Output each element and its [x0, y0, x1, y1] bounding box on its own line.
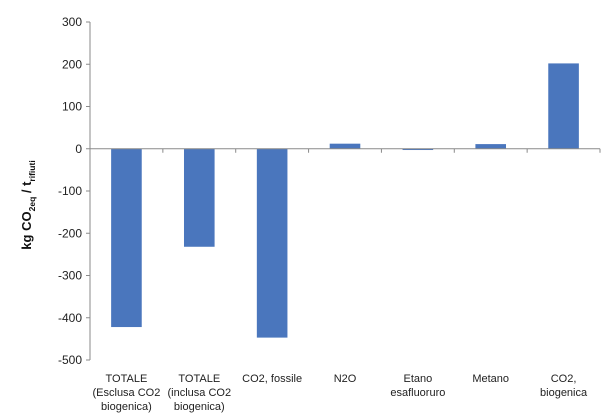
x-category-label-line: N2O [334, 373, 357, 385]
bar-6 [548, 63, 579, 149]
x-category-label-line: (Esclusa CO2 [93, 387, 161, 399]
x-category-label-line: TOTALE [106, 373, 148, 385]
bar-3 [329, 143, 361, 149]
y-tick-label-2: 100 [62, 100, 82, 114]
y-tick-label-3: 0 [75, 142, 82, 156]
y-axis-label-mid: / t [19, 181, 34, 197]
axes-group [89, 22, 601, 360]
x-category-label-line: biogenica) [101, 401, 152, 413]
x-labels-group: TOTALE (Esclusa CO2 biogenica) TOTALE (inclu… [93, 373, 588, 413]
bar-4 [402, 148, 434, 151]
y-tick-label-6: -300 [58, 269, 82, 283]
y-axis-label-main: kg CO [19, 211, 34, 249]
x-category-label-5: Metano [472, 373, 509, 385]
y-axis-label-sub1: 2eq [27, 197, 37, 212]
x-category-label-line: TOTALE [178, 373, 220, 385]
bar-1 [183, 148, 215, 247]
x-category-label-line: (inclusa CO2 [168, 387, 232, 399]
x-category-label-line: Etano [403, 373, 432, 385]
x-category-label-3: N2O [334, 373, 357, 385]
y-tick-label-7: -400 [58, 311, 82, 325]
y-axis-label: kg CO2eq / trifiuti [19, 160, 37, 249]
bar-2 [256, 148, 288, 338]
x-category-label-line: CO2, fossile [242, 373, 302, 385]
x-category-label-4: Etano esafluoruro [390, 373, 445, 399]
y-ticks-group: 300 200 100 0 -100 -200 -300 -400 -500 [58, 15, 90, 367]
bar-5 [475, 144, 507, 149]
y-tick-label-4: -100 [58, 184, 82, 198]
x-category-label-0: TOTALE (Esclusa CO2 biogenica) [93, 373, 161, 413]
y-tick-label-8: -500 [58, 353, 82, 367]
y-axis-label-sub2: rifiuti [27, 160, 37, 181]
bar-0 [111, 148, 142, 328]
y-tick-label-0: 300 [62, 15, 82, 29]
x-category-label-6: CO2, biogenica [540, 373, 588, 399]
x-category-label-line: esafluoruro [390, 387, 445, 399]
x-category-label-line: biogenica) [174, 401, 225, 413]
bars-group [111, 63, 579, 338]
x-category-label-line: Metano [472, 373, 509, 385]
x-category-label-line: CO2, [551, 373, 577, 385]
x-category-label-2: CO2, fossile [242, 373, 302, 385]
x-category-label-line: biogenica [540, 387, 588, 399]
x-category-label-1: TOTALE (inclusa CO2 biogenica) [168, 373, 232, 413]
y-tick-label-1: 200 [62, 57, 82, 71]
y-tick-label-5: -200 [58, 226, 82, 240]
